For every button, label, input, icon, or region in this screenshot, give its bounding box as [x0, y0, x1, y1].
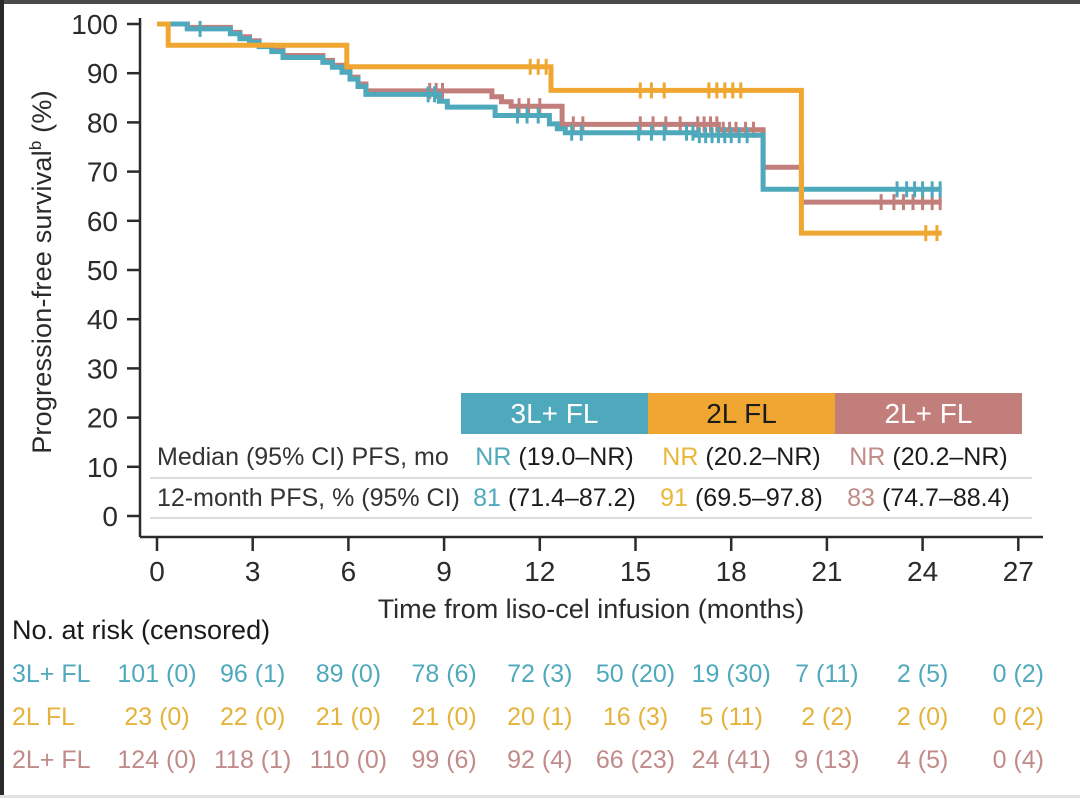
stats-value: NR (19.0–NR): [475, 443, 634, 471]
y-tick-label: 90: [87, 58, 118, 89]
y-tick-label: 20: [87, 403, 118, 434]
stats-table: 3L+ FL 2L FL 2L+ FL Median (95% CI) PFS,…: [150, 393, 1032, 519]
at-risk-row-2lplus-fl: 2L+ FL 124 (0) 118 (1) 110 (0) 99 (6) 92 (4)…: [0, 746, 1080, 776]
at-risk-cell: 124 (0): [117, 746, 197, 774]
y-tick-label: 40: [87, 304, 118, 335]
at-risk-cell: 0 (2): [992, 660, 1044, 688]
legend-header-3l-fl: 3L+ FL: [461, 393, 648, 434]
x-tick-label: 0: [149, 556, 165, 587]
km-plot: 0 10 20 30 40 50 60 70 80 90 100 0 3 6 9 12 15 18 21 24 27: [71, 9, 1043, 587]
stats-row-label-median: Median (95% CI) PFS, mo: [157, 443, 449, 471]
at-risk-cell: 2 (0): [896, 703, 949, 731]
y-tick-label: 10: [87, 452, 118, 483]
at-risk-cell: 22 (0): [220, 703, 286, 731]
at-risk-cell: 89 (0): [315, 660, 382, 688]
frame-border-left: [0, 0, 4, 798]
km-curve-3l-fl: [157, 21, 942, 192]
y-tick-label: 70: [87, 157, 118, 188]
y-tick-label: 30: [87, 353, 118, 384]
at-risk-title: No. at risk (censored): [12, 615, 271, 645]
x-tick-label: 15: [620, 556, 651, 587]
at-risk-cell: 21 (0): [315, 703, 382, 731]
y-tick-label: 100: [71, 9, 118, 40]
x-tick-label: 9: [436, 556, 452, 587]
at-risk-row-2l-fl: 2L FL 23 (0) 22 (0) 21 (0) 21 (0) 20 (1) 16 (…: [0, 703, 1080, 733]
at-risk-cell: 2 (5): [896, 660, 949, 688]
stats-row-label-12month: 12-month PFS, % (95% CI): [157, 484, 460, 512]
at-risk-cell: 92 (4): [507, 746, 573, 774]
at-risk-cell: 0 (4): [992, 746, 1044, 774]
at-risk-cell: 23 (0): [124, 703, 190, 731]
at-risk-cell: 50 (20): [595, 660, 676, 688]
at-risk-cell: 16 (3): [602, 703, 669, 731]
x-tick-label: 6: [341, 556, 357, 587]
at-risk-row-label: 2L+ FL: [12, 746, 91, 774]
legend-header-2lplus-fl: 2L+ FL: [835, 393, 1022, 434]
km-curve-2l-fl: [157, 21, 942, 236]
at-risk-row-label: 2L FL: [12, 703, 76, 731]
y-tick-label: 80: [87, 107, 118, 138]
x-tick-label: 24: [907, 556, 938, 587]
at-risk-cell: 20 (1): [507, 703, 573, 731]
at-risk-cell: 96 (1): [220, 660, 286, 688]
at-risk-cell: 19 (30): [691, 660, 771, 688]
stats-value: NR (20.2–NR): [662, 443, 821, 471]
at-risk-cell: 78 (6): [411, 660, 477, 688]
stats-value: 91 (69.5–97.8): [660, 484, 823, 512]
stats-divider: [150, 517, 1032, 519]
at-risk-row-3l-fl: 3L+ FL 101 (0) 96 (1) 89 (0) 78 (6) 72 (3) 50…: [0, 660, 1080, 690]
at-risk-cell: 5 (11): [699, 703, 763, 731]
at-risk-row-label: 3L+ FL: [12, 660, 91, 688]
frame-border-bottom: [0, 795, 1080, 798]
x-tick-label: 12: [524, 556, 555, 587]
at-risk-cell: 7 (11): [795, 660, 859, 688]
x-tick-label: 18: [716, 556, 747, 587]
x-tick-label: 21: [811, 556, 842, 587]
at-risk-cell: 72 (3): [507, 660, 573, 688]
stats-value: 83 (74.7–88.4): [847, 484, 1010, 512]
at-risk-cell: 118 (1): [214, 746, 292, 774]
at-risk-cell: 9 (13): [794, 746, 860, 774]
at-risk-cell: 110 (0): [309, 746, 388, 774]
x-tick-label: 3: [245, 556, 261, 587]
stats-divider: [150, 477, 1032, 479]
at-risk-cell: 101 (0): [117, 660, 197, 688]
frame-border-top: [0, 0, 1080, 4]
y-tick-label: 0: [102, 501, 118, 532]
legend-header-2l-fl: 2L FL: [648, 393, 835, 434]
at-risk-cell: 2 (2): [801, 703, 853, 731]
at-risk-cell: 66 (23): [595, 746, 676, 774]
number-at-risk-table: No. at risk (censored) 3L+ FL 101 (0) 96 …: [0, 608, 1080, 796]
at-risk-cell: 24 (41): [691, 746, 771, 774]
y-tick-label: 60: [87, 206, 118, 237]
x-tick-label: 27: [1003, 556, 1034, 587]
at-risk-cell: 0 (2): [992, 703, 1044, 731]
x-axis-title: Time from liso-cel infusion (months): [377, 594, 805, 624]
at-risk-cell: 99 (6): [411, 746, 477, 774]
stats-value: NR (20.2–NR): [849, 443, 1008, 471]
at-risk-cell: 21 (0): [411, 703, 477, 731]
at-risk-cell: 4 (5): [896, 746, 949, 774]
y-tick-label: 50: [87, 255, 118, 286]
stats-value: 81 (71.4–87.2): [473, 484, 636, 512]
